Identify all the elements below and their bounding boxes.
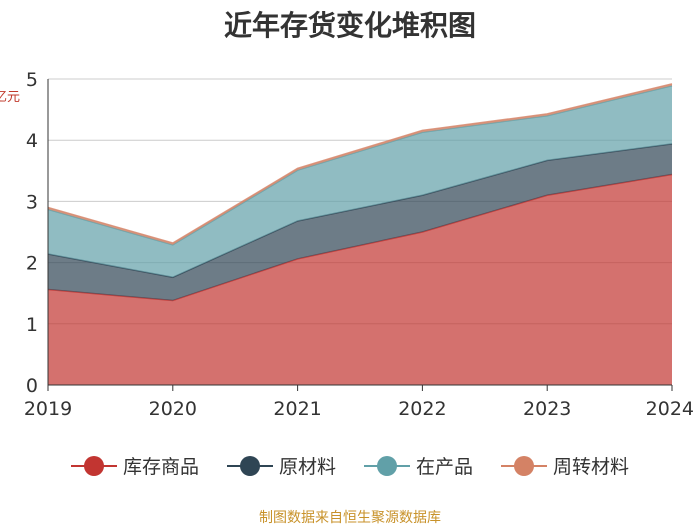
y-tick-label-4: 4: [26, 130, 38, 152]
chart-title: 近年存货变化堆积图: [223, 9, 476, 42]
x-tick-label-2023: 2023: [523, 398, 571, 420]
y-tick-label-5: 5: [26, 69, 38, 91]
axes: 0 1 2 3 4 5 2019 2020 2021 2022 2023 2024: [24, 69, 694, 420]
series-line-3: [47, 83, 673, 244]
legend-label: 在产品: [416, 456, 474, 478]
legend-label: 库存商品: [122, 456, 199, 478]
y-axis-label: 亿元: [0, 90, 21, 105]
legend: 库存商品 原材料 在产品 周转材料: [0, 452, 700, 479]
y-tick-label-1: 1: [26, 314, 38, 336]
legend-item-2[interactable]: 在产品: [364, 452, 473, 479]
y-tick-label-2: 2: [26, 253, 38, 275]
area-series-2: [48, 85, 672, 278]
legend-swatch-icon: [70, 455, 117, 476]
legend-item-1[interactable]: 原材料: [226, 452, 336, 479]
area-series: [47, 83, 673, 385]
x-tick-label-2022: 2022: [398, 398, 446, 420]
area-series-0: [48, 174, 672, 385]
x-tick-label-2020: 2020: [149, 398, 197, 420]
legend-swatch-icon: [364, 455, 410, 476]
source-note: 制图数据来自恒生聚源数据库: [259, 510, 441, 526]
x-tick-label-2021: 2021: [273, 398, 321, 420]
x-tick-label-2019: 2019: [24, 398, 72, 420]
legend-label: 原材料: [278, 456, 336, 478]
y-tick-label-0: 0: [26, 375, 38, 397]
x-tick-label-2024: 2024: [646, 398, 694, 420]
legend-item-0[interactable]: 库存商品: [70, 452, 199, 479]
legend-label: 周转材料: [553, 456, 630, 478]
legend-swatch-icon: [226, 455, 273, 476]
legend-item-3[interactable]: 周转材料: [501, 452, 629, 479]
stacked-area-chart: 0 1 2 3 4 5 2019 2020 2021 2022 2023 2024: [24, 69, 694, 420]
area-series-3: [48, 83, 672, 245]
area-series-1: [48, 143, 672, 301]
legend-swatch-icon: [501, 455, 548, 476]
y-tick-label-3: 3: [26, 191, 38, 213]
